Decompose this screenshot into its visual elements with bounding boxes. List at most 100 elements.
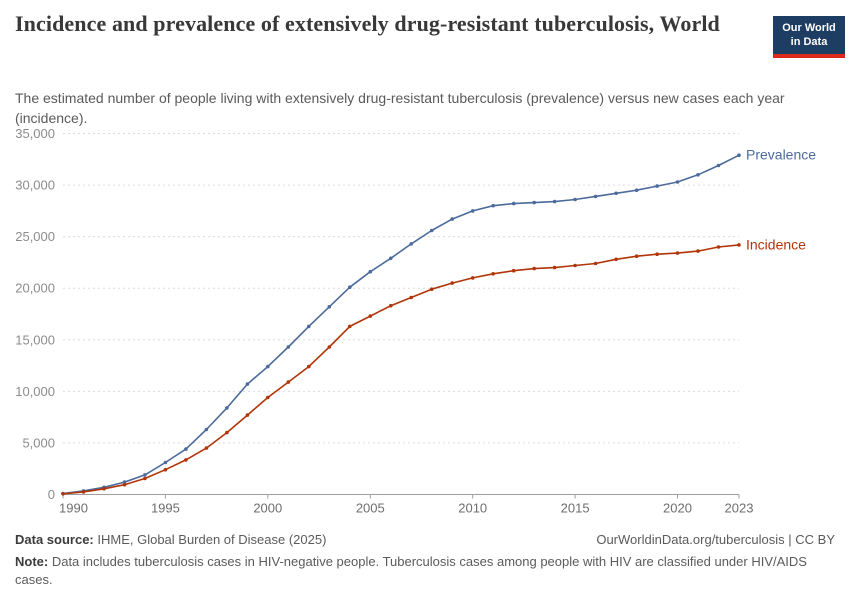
y-axis-label: 10,000: [15, 384, 55, 399]
incidence-point[interactable]: [491, 272, 496, 276]
prevalence-point[interactable]: [470, 209, 475, 213]
prevalence-point[interactable]: [122, 480, 127, 484]
owid-url-link[interactable]: OurWorldinData.org/tuberculosis | CC BY: [596, 532, 835, 547]
incidence-point[interactable]: [511, 268, 516, 273]
owid-logo[interactable]: Our World in Data: [773, 16, 845, 58]
prevalence-point[interactable]: [716, 163, 721, 168]
prevalence-line[interactable]: [62, 154, 740, 495]
incidence-point[interactable]: [225, 430, 229, 435]
prevalence-point[interactable]: [429, 228, 434, 233]
prevalence-point[interactable]: [573, 197, 577, 202]
prevalence-point[interactable]: [286, 345, 291, 349]
prevalence-point[interactable]: [225, 406, 229, 410]
prevalence-point[interactable]: [450, 217, 455, 221]
data-source-label: Data source:: [15, 532, 94, 547]
incidence-point[interactable]: [593, 261, 598, 266]
prevalence-point[interactable]: [389, 256, 393, 261]
incidence-point[interactable]: [266, 395, 270, 400]
y-axis-label: 25,000: [15, 229, 55, 244]
incidence-point[interactable]: [634, 254, 639, 258]
incidence-point[interactable]: [552, 265, 557, 270]
prevalence-series-label: Prevalence: [746, 147, 816, 163]
prevalence-point[interactable]: [614, 191, 618, 196]
x-axis-label: 1995: [151, 501, 180, 516]
incidence-point[interactable]: [307, 364, 311, 369]
owid-logo-box: Our World in Data: [773, 16, 845, 54]
prevalence-point[interactable]: [737, 153, 741, 157]
incidence-point[interactable]: [470, 276, 475, 280]
x-axis-label: 2000: [253, 501, 282, 516]
prevalence-point[interactable]: [634, 188, 639, 192]
incidence-point[interactable]: [81, 490, 86, 494]
prevalence-point[interactable]: [368, 269, 373, 274]
incidence-point[interactable]: [286, 380, 291, 384]
line-chart[interactable]: 0 5,000 10,000 15,000 20,000 25,000 30,000 35,0…: [0, 126, 850, 526]
x-axis-label: 2023: [725, 501, 754, 516]
x-axis-label: 2015: [561, 501, 590, 516]
x-axis-label: 2010: [458, 501, 487, 516]
prevalence-point[interactable]: [184, 447, 188, 451]
incidence-point[interactable]: [61, 492, 65, 496]
incidence-point[interactable]: [368, 314, 373, 318]
prevalence-point[interactable]: [532, 200, 536, 205]
incidence-point[interactable]: [409, 295, 414, 300]
data-source: Data source: IHME, Global Burden of Dise…: [15, 531, 326, 549]
incidence-point[interactable]: [184, 458, 188, 462]
y-axis-label: 15,000: [15, 332, 55, 347]
x-axis-label: 2005: [356, 501, 385, 516]
incidence-point[interactable]: [716, 245, 721, 249]
note-label: Note:: [15, 554, 49, 570]
data-source-text: IHME, Global Burden of Disease (2025): [93, 532, 327, 547]
prevalence-point[interactable]: [491, 203, 496, 208]
note-text: Data includes tuberculosis cases in HIV-…: [15, 554, 807, 588]
incidence-point[interactable]: [655, 252, 659, 256]
prevalence-point[interactable]: [675, 180, 680, 184]
incidence-point[interactable]: [675, 251, 680, 255]
incidence-point[interactable]: [389, 303, 393, 308]
y-axis-label: 35,000: [15, 126, 55, 141]
incidence-point[interactable]: [614, 257, 618, 262]
y-axis-label: 20,000: [15, 281, 55, 296]
prevalence-point[interactable]: [348, 285, 352, 289]
prevalence-point[interactable]: [552, 199, 557, 204]
prevalence-point[interactable]: [593, 194, 598, 199]
prevalence-point[interactable]: [204, 427, 209, 432]
chart-title: Incidence and prevalence of extensively …: [15, 11, 720, 36]
incidence-point[interactable]: [102, 487, 106, 491]
incidence-line[interactable]: [62, 244, 740, 495]
incidence-point[interactable]: [737, 243, 741, 247]
incidence-point[interactable]: [573, 263, 577, 268]
incidence-point[interactable]: [327, 345, 332, 349]
incidence-point[interactable]: [122, 482, 127, 487]
incidence-point[interactable]: [204, 446, 209, 450]
owid-logo-stripe: [773, 53, 845, 58]
prevalence-point[interactable]: [327, 305, 332, 309]
incidence-point[interactable]: [532, 266, 536, 271]
prevalence-point[interactable]: [245, 382, 250, 386]
prevalence-point[interactable]: [163, 460, 168, 465]
owid-logo-line1: Our World: [782, 22, 836, 34]
chart-footer: Data source: IHME, Global Burden of Dise…: [15, 531, 835, 590]
incidence-point[interactable]: [696, 249, 700, 253]
incidence-series-label: Incidence: [746, 236, 806, 252]
y-axis-label: 0: [48, 487, 55, 502]
prevalence-point[interactable]: [307, 324, 311, 329]
prevalence-point[interactable]: [655, 184, 659, 188]
x-axis-label: 1990: [59, 501, 88, 516]
chart-note: Note: Data includes tuberculosis cases i…: [15, 553, 835, 589]
incidence-point[interactable]: [348, 324, 352, 329]
prevalence-point[interactable]: [696, 173, 700, 177]
prevalence-point[interactable]: [266, 364, 270, 369]
x-axis-label: 2020: [663, 501, 692, 516]
prevalence-point[interactable]: [511, 201, 516, 206]
prevalence-point[interactable]: [143, 473, 147, 477]
incidence-point[interactable]: [143, 476, 147, 481]
incidence-point[interactable]: [245, 413, 250, 417]
incidence-point[interactable]: [163, 467, 168, 472]
chart-subtitle: The estimated number of people living wi…: [15, 90, 785, 127]
incidence-point[interactable]: [429, 287, 434, 291]
y-axis-label: 30,000: [15, 178, 55, 193]
prevalence-point[interactable]: [409, 242, 414, 246]
incidence-point[interactable]: [450, 281, 455, 285]
